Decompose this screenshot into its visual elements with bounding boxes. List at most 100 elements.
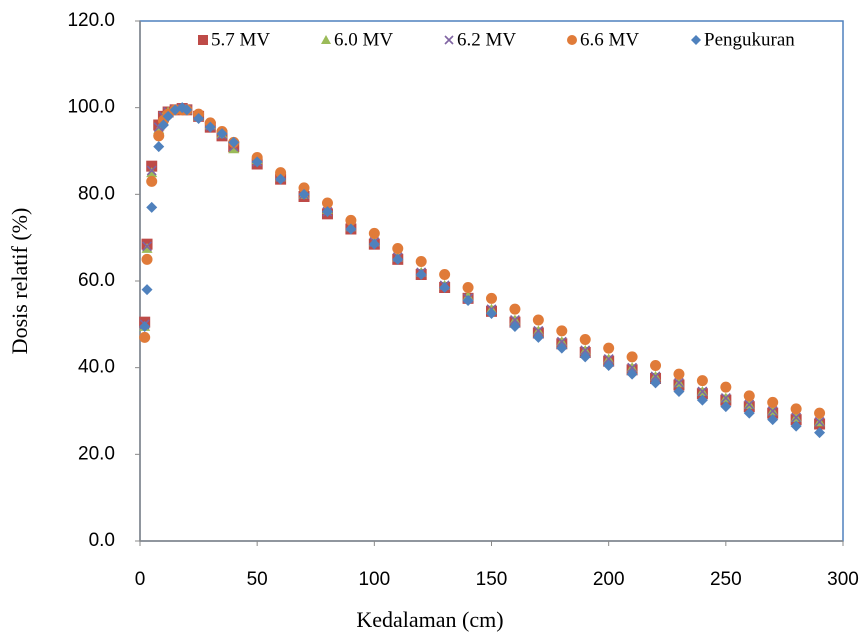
point	[650, 360, 662, 371]
point	[392, 243, 404, 254]
point	[141, 284, 153, 296]
point	[139, 331, 151, 343]
point	[345, 223, 357, 235]
y-tick-label: 0.0	[89, 530, 115, 551]
point	[509, 315, 520, 325]
point	[193, 113, 205, 124]
y-tick-label: 120.0	[67, 10, 115, 31]
point	[139, 321, 151, 332]
point	[814, 407, 826, 419]
point	[603, 342, 615, 354]
point	[368, 238, 380, 250]
point	[321, 197, 333, 209]
x-tick-label: 0	[135, 569, 146, 590]
point	[720, 381, 732, 393]
point	[673, 368, 685, 380]
point	[392, 253, 404, 265]
y-axis-label: Dosis relatif (%)	[7, 208, 32, 355]
point	[814, 427, 826, 439]
point	[650, 377, 662, 389]
point	[720, 401, 732, 413]
point	[275, 173, 287, 185]
legend-marker	[691, 35, 701, 45]
point	[579, 334, 591, 345]
point	[533, 325, 544, 336]
point	[228, 136, 240, 148]
point	[556, 342, 568, 354]
legend-label: 5.7 MV	[211, 29, 270, 50]
point	[744, 399, 755, 410]
x-tick-label: 100	[358, 569, 390, 590]
point	[486, 308, 497, 319]
plot-area	[139, 20, 844, 542]
point	[673, 386, 685, 397]
point	[142, 241, 152, 252]
legend-label: 6.6 MV	[580, 29, 639, 50]
point	[697, 386, 708, 397]
point	[626, 351, 638, 363]
point	[696, 394, 708, 406]
x-axis-label: Kedalaman (cm)	[356, 607, 503, 632]
point	[321, 206, 333, 218]
point	[153, 130, 165, 142]
point	[275, 167, 287, 179]
legend-label: 6.2 MV	[457, 29, 516, 50]
point	[579, 351, 591, 363]
point	[743, 407, 755, 419]
point	[720, 393, 731, 403]
point	[696, 375, 708, 387]
point	[462, 295, 474, 306]
point	[415, 269, 427, 280]
point	[556, 325, 568, 337]
point	[509, 321, 521, 332]
point	[767, 406, 778, 416]
y-tick-label: 40.0	[78, 357, 115, 378]
point	[650, 371, 661, 382]
point	[181, 104, 193, 116]
legend-marker	[198, 35, 208, 45]
point	[146, 167, 158, 178]
legend-marker	[567, 35, 577, 45]
point	[157, 119, 169, 131]
x-tick-label: 150	[476, 569, 508, 590]
legend-marker	[321, 35, 331, 44]
point	[146, 201, 158, 213]
point	[439, 282, 451, 293]
point	[204, 121, 216, 133]
point	[439, 269, 451, 280]
y-tick-label: 80.0	[78, 183, 115, 204]
y-tick-label: 20.0	[78, 443, 115, 464]
point	[251, 156, 263, 168]
point	[146, 165, 157, 176]
point	[141, 243, 153, 253]
point	[580, 345, 591, 356]
point	[141, 253, 153, 265]
point	[790, 403, 802, 415]
point	[162, 110, 174, 122]
point	[767, 396, 779, 408]
legend-label: 6.0 MV	[334, 29, 393, 50]
legend-marker	[444, 35, 454, 45]
x-tick-label: 50	[247, 569, 268, 590]
y-tick-label: 100.0	[67, 97, 115, 118]
point	[298, 182, 310, 194]
y-tick-label: 60.0	[78, 270, 115, 291]
point	[556, 336, 567, 347]
point	[146, 175, 158, 187]
point	[368, 227, 380, 239]
legend-label: Pengukuran	[704, 29, 795, 50]
point	[791, 412, 802, 423]
point	[532, 331, 544, 343]
point	[153, 141, 165, 153]
point	[415, 256, 427, 267]
x-tick-label: 300	[827, 569, 859, 590]
point	[743, 390, 755, 402]
point	[532, 314, 544, 326]
x-tick-label: 250	[710, 569, 742, 590]
point	[603, 354, 614, 364]
point	[486, 292, 497, 304]
point	[674, 377, 684, 388]
point	[790, 420, 802, 432]
point	[146, 160, 158, 172]
